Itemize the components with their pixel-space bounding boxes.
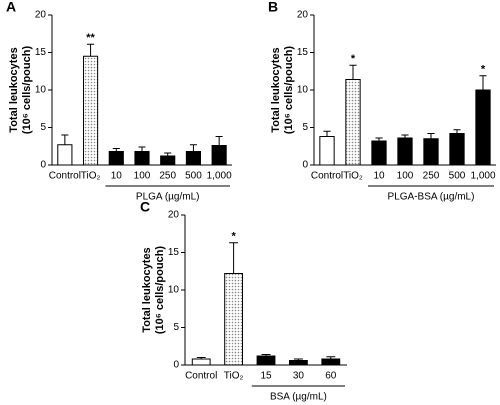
x-tick-label: 30	[293, 371, 305, 382]
y-axis-label: Total leukocytes	[141, 247, 153, 332]
significance-label: *	[481, 64, 486, 76]
panel-label: A	[6, 0, 16, 15]
x-tick-label: 1,000	[207, 171, 232, 182]
bar	[108, 151, 124, 166]
bar	[57, 144, 73, 166]
bar	[83, 55, 99, 166]
y-tick-label: 5	[173, 322, 179, 333]
bar	[160, 155, 176, 166]
group-label: BSA (µg/mL)	[270, 392, 327, 403]
y-axis-label: (10⁶ cells/pouch)	[283, 46, 295, 135]
x-tick-label: TiO₂	[343, 171, 363, 182]
bar	[371, 140, 387, 166]
bar	[256, 355, 276, 366]
y-tick-label: 10	[168, 285, 180, 296]
y-tick-label: 15	[35, 47, 47, 58]
x-tick-label: 250	[159, 171, 176, 182]
x-tick-label: 500	[185, 171, 202, 182]
bar	[134, 151, 150, 166]
significance-label: *	[231, 231, 236, 243]
x-tick-label: 500	[449, 171, 466, 182]
y-tick-label: 15	[297, 47, 309, 58]
y-tick-label: 20	[35, 10, 47, 21]
x-tick-label: 100	[134, 171, 151, 182]
bar	[397, 137, 413, 166]
bar	[224, 273, 244, 366]
y-tick-label: 0	[302, 160, 308, 171]
x-tick-label: TiO₂	[224, 371, 244, 382]
y-tick-label: 5	[302, 122, 308, 133]
x-tick-label: 15	[260, 371, 272, 382]
y-axis-label: (10⁶ cells/pouch)	[21, 46, 33, 135]
y-tick-label: 5	[40, 122, 46, 133]
y-axis-label: Total leukocytes	[8, 47, 20, 132]
significance-label: *	[351, 53, 356, 65]
panel-label: C	[140, 199, 150, 215]
bar	[319, 136, 335, 166]
significance-label: **	[86, 32, 95, 44]
bar	[185, 151, 202, 166]
y-axis-label: (10⁶ cells/pouch)	[154, 246, 166, 335]
panel-label: B	[268, 0, 278, 15]
x-tick-label: Control	[185, 371, 217, 382]
bar	[345, 79, 361, 166]
y-tick-label: 0	[173, 360, 179, 371]
x-tick-label: 1,000	[470, 171, 495, 182]
x-tick-label: 250	[423, 171, 440, 182]
x-tick-label: TiO₂	[81, 171, 101, 182]
y-tick-label: 10	[297, 85, 309, 96]
x-tick-label: 10	[373, 171, 385, 182]
bar	[288, 360, 308, 366]
group-label: PLGA (µg/mL)	[136, 192, 200, 203]
bar	[475, 89, 491, 166]
bar	[211, 145, 227, 166]
x-tick-label: Control	[311, 171, 343, 182]
y-tick-label: 15	[168, 247, 180, 258]
group-label: PLGA-BSA (µg/mL)	[388, 192, 475, 203]
bar	[449, 133, 465, 166]
y-tick-label: 0	[40, 160, 46, 171]
x-tick-label: 60	[325, 371, 337, 382]
x-tick-label: 100	[397, 171, 414, 182]
x-tick-label: Control	[49, 171, 81, 182]
y-tick-label: 20	[168, 210, 180, 221]
y-tick-label: 20	[297, 10, 309, 21]
x-tick-label: 10	[111, 171, 123, 182]
bar	[423, 138, 439, 166]
y-tick-label: 10	[35, 85, 47, 96]
y-axis-label: Total leukocytes	[270, 47, 282, 132]
bar	[191, 358, 211, 366]
bar	[321, 358, 341, 366]
